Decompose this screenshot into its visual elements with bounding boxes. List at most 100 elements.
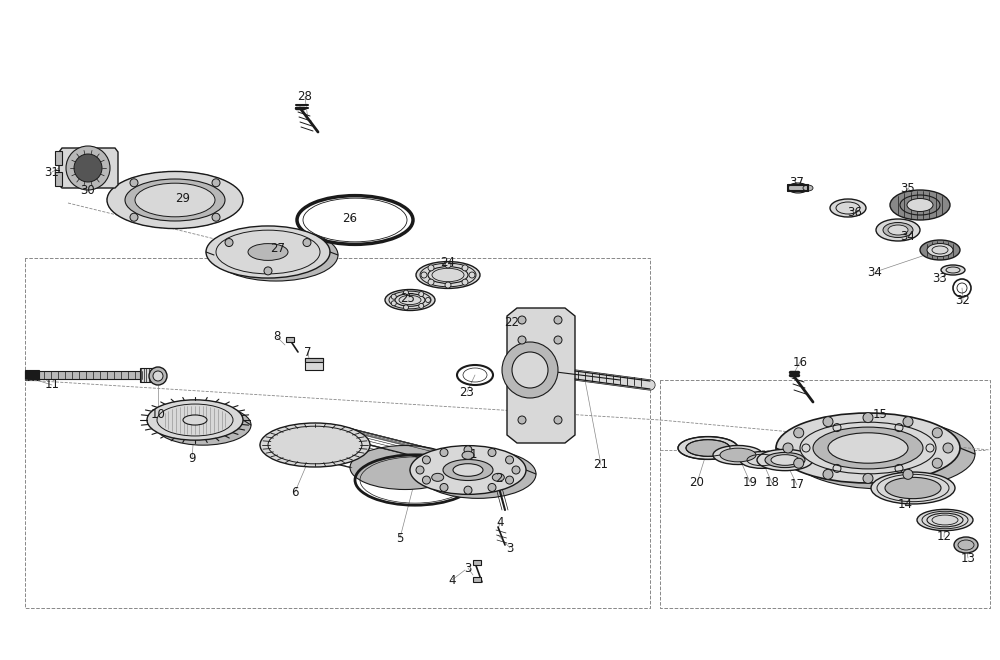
- Circle shape: [445, 262, 451, 268]
- Circle shape: [506, 456, 514, 464]
- Circle shape: [403, 290, 408, 295]
- Text: 3: 3: [464, 562, 472, 574]
- Circle shape: [419, 304, 424, 308]
- Text: 3: 3: [506, 541, 514, 554]
- Circle shape: [130, 179, 138, 187]
- Ellipse shape: [248, 244, 288, 261]
- Ellipse shape: [428, 267, 468, 283]
- Text: 18: 18: [765, 477, 779, 490]
- Circle shape: [488, 449, 496, 457]
- Bar: [286, 337, 294, 342]
- Ellipse shape: [954, 537, 978, 553]
- Ellipse shape: [776, 413, 960, 483]
- Polygon shape: [55, 172, 62, 186]
- Ellipse shape: [443, 459, 493, 480]
- Circle shape: [445, 282, 451, 288]
- Ellipse shape: [66, 146, 110, 190]
- Ellipse shape: [206, 226, 330, 278]
- Circle shape: [419, 292, 424, 296]
- Text: 2: 2: [495, 471, 503, 484]
- Text: 34: 34: [901, 230, 915, 244]
- Circle shape: [932, 458, 942, 468]
- Circle shape: [464, 486, 472, 494]
- Ellipse shape: [385, 290, 435, 310]
- Circle shape: [428, 265, 434, 271]
- Text: 21: 21: [594, 459, 608, 471]
- Text: 7: 7: [304, 345, 312, 358]
- Circle shape: [823, 469, 833, 479]
- Ellipse shape: [462, 451, 474, 459]
- Ellipse shape: [686, 440, 730, 456]
- Circle shape: [225, 238, 233, 247]
- Circle shape: [462, 265, 468, 271]
- Circle shape: [943, 443, 953, 453]
- Circle shape: [932, 428, 942, 438]
- Circle shape: [421, 272, 427, 278]
- Text: 9: 9: [188, 451, 196, 465]
- Circle shape: [212, 213, 220, 221]
- Ellipse shape: [830, 199, 866, 217]
- Polygon shape: [59, 148, 118, 188]
- Text: 6: 6: [291, 486, 299, 498]
- Text: 4: 4: [496, 515, 504, 529]
- Text: 25: 25: [401, 292, 415, 304]
- Ellipse shape: [871, 472, 955, 504]
- Circle shape: [303, 238, 311, 247]
- Ellipse shape: [791, 419, 975, 489]
- Bar: [473, 577, 481, 582]
- Ellipse shape: [107, 172, 243, 228]
- Circle shape: [506, 476, 514, 484]
- Ellipse shape: [920, 240, 960, 260]
- Text: 15: 15: [873, 409, 887, 422]
- Ellipse shape: [713, 446, 763, 465]
- Text: 26: 26: [342, 211, 358, 224]
- Text: 19: 19: [742, 475, 758, 488]
- Ellipse shape: [135, 183, 215, 216]
- Circle shape: [863, 473, 873, 483]
- Circle shape: [863, 412, 873, 422]
- Ellipse shape: [771, 455, 799, 465]
- Circle shape: [130, 213, 138, 221]
- Polygon shape: [55, 151, 62, 165]
- Polygon shape: [140, 368, 155, 382]
- Circle shape: [416, 466, 424, 474]
- Text: 12: 12: [936, 531, 952, 543]
- Ellipse shape: [416, 261, 480, 288]
- Circle shape: [422, 456, 430, 464]
- Ellipse shape: [765, 452, 805, 467]
- Ellipse shape: [927, 244, 953, 257]
- Circle shape: [554, 316, 562, 324]
- Ellipse shape: [876, 219, 920, 241]
- Ellipse shape: [214, 229, 338, 281]
- Ellipse shape: [453, 464, 483, 477]
- Ellipse shape: [803, 185, 813, 191]
- Ellipse shape: [125, 179, 225, 221]
- Circle shape: [212, 179, 220, 187]
- Ellipse shape: [941, 265, 965, 275]
- Ellipse shape: [492, 473, 504, 481]
- Text: 29: 29: [176, 191, 190, 205]
- Ellipse shape: [927, 513, 963, 527]
- Ellipse shape: [890, 190, 950, 220]
- Ellipse shape: [149, 367, 167, 385]
- Text: 32: 32: [956, 294, 970, 306]
- Ellipse shape: [828, 433, 908, 463]
- Ellipse shape: [74, 154, 102, 182]
- Text: 8: 8: [273, 331, 281, 343]
- Text: 22: 22: [505, 315, 520, 329]
- Circle shape: [391, 294, 396, 299]
- Text: 14: 14: [898, 498, 912, 512]
- Circle shape: [403, 305, 408, 310]
- Text: 23: 23: [460, 385, 474, 399]
- Ellipse shape: [350, 446, 460, 490]
- Bar: [305, 358, 323, 362]
- Circle shape: [794, 428, 804, 438]
- Ellipse shape: [410, 446, 526, 494]
- Circle shape: [783, 443, 793, 453]
- Ellipse shape: [183, 415, 207, 425]
- Text: 17: 17: [790, 478, 804, 492]
- Text: 13: 13: [961, 552, 975, 564]
- Ellipse shape: [757, 449, 813, 471]
- Text: 36: 36: [848, 207, 862, 220]
- Polygon shape: [25, 371, 152, 379]
